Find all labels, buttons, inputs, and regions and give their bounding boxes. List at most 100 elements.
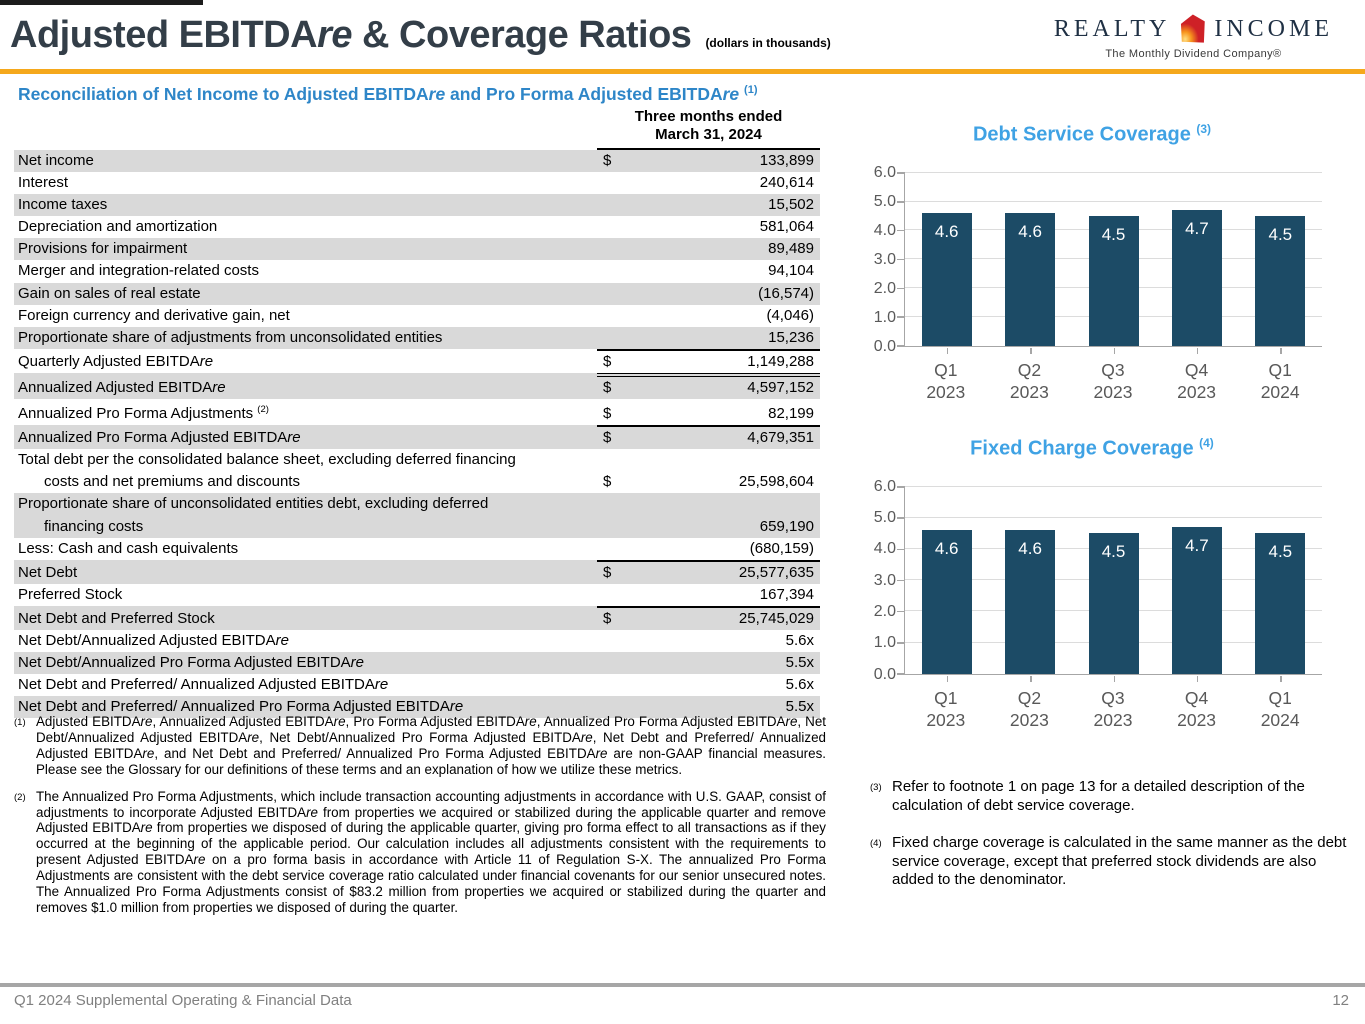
bar: 4.5 [1088, 533, 1139, 674]
y-tick-label: 5.0 [873, 508, 896, 526]
plot-area: 4.6 4.6 4.5 4.7 4.5 [897, 171, 1322, 354]
row-label: Proportionate share of adjustments from … [18, 328, 443, 346]
bar: 4.5 [1088, 215, 1139, 346]
fixed-charge-coverage-chart: Fixed Charge Coverage (4) 0.0 1.0 2.0 3.0 4.0… [862, 436, 1322, 731]
table-row: Income taxes 15,502 [14, 194, 820, 217]
row-amount: (4,046) [766, 306, 814, 324]
row-amount: $133,899 [603, 152, 814, 169]
row-amount: $25,745,029 [597, 605, 820, 630]
y-tick-label: 3.0 [873, 571, 896, 589]
gridline [905, 516, 1322, 518]
bar-value-label: 4.6 [934, 222, 959, 242]
table-row: Annualized Pro Forma Adjusted EBITDAre $4… [14, 425, 820, 450]
y-tick-label: 1.0 [873, 308, 896, 326]
y-tick-label: 6.0 [873, 163, 896, 181]
table-row: Net Debt/Annualized Adjusted EBITDAre 5.6… [14, 630, 820, 652]
row-amount: 15,236 [768, 328, 814, 346]
bar: 4.6 [921, 530, 972, 674]
row-label: Provisions for impairment [18, 240, 188, 258]
page-title: Adjusted EBITDAre & Coverage Ratios [10, 14, 692, 56]
row-amount: $1,149,288 [597, 348, 820, 373]
bar-value-label: 4.6 [1018, 222, 1042, 242]
bar: 4.5 [1255, 533, 1306, 674]
table-row: Net Debt and Preferred Stock $25,745,029 [14, 605, 820, 630]
row-label: Net Debt and Preferred Stock [18, 609, 215, 627]
footnote: (4) Fixed charge coverage is calculated i… [870, 834, 1347, 888]
table-period-header: Three months ended March 31, 2024 [14, 108, 820, 150]
plot-area: 4.6 4.6 4.5 4.7 4.5 [897, 485, 1322, 682]
footer-page-number: 12 [1332, 992, 1349, 1009]
y-tick-label: 4.0 [873, 221, 896, 239]
y-tick-label: 6.0 [873, 477, 896, 495]
row-label: Depreciation and amortization [18, 218, 218, 236]
y-axis-labels: 0.0 1.0 2.0 3.0 4.0 5.0 6.0 [862, 478, 904, 683]
row-label: Interest [18, 174, 69, 192]
table-row: Net Debt and Preferred/ Annualized Pro F… [14, 696, 820, 719]
row-label: Total debt per the consolidated balance … [18, 451, 516, 491]
row-label: Net Debt [18, 563, 78, 581]
row-label: Annualized Pro Forma Adjustments (2) [18, 404, 269, 423]
row-amount: 94,104 [768, 262, 814, 280]
row-amount: 659,190 [759, 517, 814, 535]
y-tick-label: 2.0 [873, 602, 896, 620]
table-row: Proportionate share of unconsolidated en… [14, 493, 820, 538]
row-label: Less: Cash and cash equivalents [18, 539, 239, 557]
row-label: Net Debt and Preferred/ Annualized Adjus… [18, 676, 389, 694]
table-row: Foreign currency and derivative gain, ne… [14, 305, 820, 327]
x-tick-label: Q1 2024 [1260, 359, 1300, 402]
y-tick-label: 3.0 [873, 250, 896, 268]
debt-service-coverage-chart: Debt Service Coverage (3) 0.0 1.0 2.0 3.0 4.0… [862, 122, 1322, 403]
row-label: Net Debt/Annualized Pro Forma Adjusted E… [18, 654, 365, 672]
row-label: Merger and integration-related costs [18, 262, 259, 280]
table-row: Merger and integration-related costs 94,1… [14, 260, 820, 282]
y-tick-label: 5.0 [873, 192, 896, 210]
footer-rule [0, 983, 1365, 987]
table-row: Depreciation and amortization 581,064 [14, 216, 820, 238]
x-tick-label: Q3 2023 [1093, 359, 1133, 402]
y-tick-label: 0.0 [873, 665, 896, 683]
row-label: Income taxes [18, 196, 108, 214]
bar-value-label: 4.6 [1018, 539, 1042, 559]
chart-title: Debt Service Coverage (3) [972, 122, 1212, 146]
logo-text-realty: REALTY [1053, 15, 1171, 42]
row-label: Proportionate share of unconsolidated en… [18, 495, 489, 535]
x-tick-label: Q3 2023 [1093, 687, 1133, 730]
row-amount: 89,489 [768, 240, 814, 258]
x-tick-label: Q1 2023 [926, 687, 966, 730]
y-tick-label: 0.0 [873, 337, 896, 355]
bar-value-label: 4.5 [1101, 224, 1126, 244]
row-amount: 581,064 [759, 218, 814, 236]
x-tick-label: Q2 2023 [1009, 359, 1049, 402]
reconciliation-table: Three months ended March 31, 2024 Net in… [14, 108, 820, 719]
bar: 4.6 [1005, 530, 1056, 674]
gridline [905, 171, 1322, 173]
table-row: Annualized Pro Forma Adjustments (2) $82,… [14, 399, 820, 425]
footnotes-left: (1) Adjusted EBITDAre, Annualized Adjuste… [14, 714, 826, 927]
table-row: Provisions for impairment 89,489 [14, 238, 820, 261]
bar-value-label: 4.7 [1185, 219, 1209, 239]
gridline [905, 200, 1322, 202]
top-edge-strip [0, 0, 203, 5]
reconciliation-table-body: Net income $133,899 Interest 240,614 Income … [14, 150, 820, 719]
bar: 4.7 [1171, 210, 1222, 346]
bar: 4.6 [1005, 213, 1056, 346]
x-tick-label: Q4 2023 [1177, 359, 1217, 402]
bar-value-label: 4.6 [934, 539, 959, 559]
x-tick-label: Q1 2023 [926, 359, 966, 402]
bar: 4.5 [1255, 215, 1306, 346]
bar-value-label: 4.5 [1268, 542, 1293, 562]
footnote: (3) Refer to footnote 1 on page 13 for a … [870, 778, 1305, 814]
row-label: Foreign currency and derivative gain, ne… [18, 306, 290, 324]
gridline [905, 485, 1322, 487]
table-row: Preferred Stock 167,394 [14, 584, 820, 606]
row-amount: 15,502 [768, 196, 814, 214]
logo-text-income: INCOME [1214, 15, 1333, 42]
row-label: Quarterly Adjusted EBITDAre [18, 352, 214, 370]
y-tick-label: 4.0 [873, 540, 896, 558]
y-tick-label: 1.0 [873, 634, 896, 652]
row-amount: $25,577,635 [597, 559, 820, 584]
table-row: Total debt per the consolidated balance … [14, 449, 820, 493]
bar-value-label: 4.5 [1101, 542, 1126, 562]
chart-title: Fixed Charge Coverage (4) [970, 436, 1214, 460]
